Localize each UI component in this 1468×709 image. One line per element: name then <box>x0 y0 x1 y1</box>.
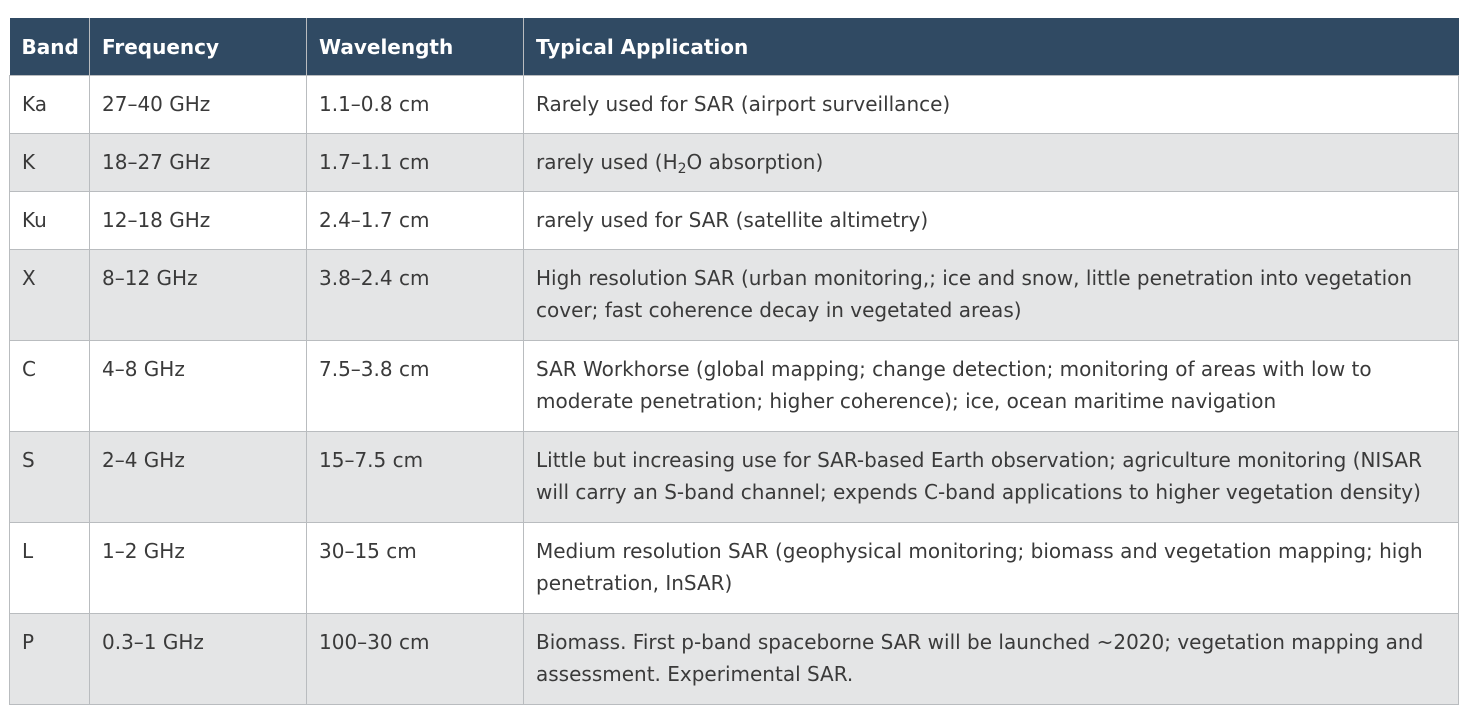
cell-application: SAR Workhorse (global mapping; change de… <box>523 340 1459 432</box>
cell-frequency: 12–18 GHz <box>89 191 307 250</box>
cell-band: Ka <box>9 75 90 134</box>
cell-application: Little but increasing use for SAR-based … <box>523 431 1459 523</box>
cell-frequency: 4–8 GHz <box>89 340 307 432</box>
table-row-l: L 1–2 GHz 30–15 cm Medium resolution SAR… <box>9 522 1459 614</box>
cell-frequency: 0.3–1 GHz <box>89 613 307 705</box>
cell-wavelength: 1.1–0.8 cm <box>306 75 524 134</box>
application-text-pre: rarely used (H <box>536 150 678 174</box>
cell-band: K <box>9 133 90 192</box>
header-typical-application: Typical Application <box>523 18 1459 76</box>
cell-band: X <box>9 249 90 341</box>
application-text-post: O absorption) <box>686 150 824 174</box>
cell-application: High resolution SAR (urban monitoring,; … <box>523 249 1459 341</box>
cell-frequency: 18–27 GHz <box>89 133 307 192</box>
cell-wavelength: 30–15 cm <box>306 522 524 614</box>
cell-frequency: 8–12 GHz <box>89 249 307 341</box>
header-wavelength: Wavelength <box>306 18 524 76</box>
cell-frequency: 1–2 GHz <box>89 522 307 614</box>
cell-application: Biomass. First p-band spaceborne SAR wil… <box>523 613 1459 705</box>
cell-band: S <box>9 431 90 523</box>
table-row-p: P 0.3–1 GHz 100–30 cm Biomass. First p-b… <box>9 613 1459 705</box>
cell-application: Medium resolution SAR (geophysical monit… <box>523 522 1459 614</box>
cell-band: C <box>9 340 90 432</box>
cell-application: rarely used (H2O absorption) <box>523 133 1459 192</box>
radar-band-table: Band Frequency Wavelength Typical Applic… <box>9 18 1459 705</box>
cell-wavelength: 7.5–3.8 cm <box>306 340 524 432</box>
header-frequency: Frequency <box>89 18 307 76</box>
cell-application: rarely used for SAR (satellite altimetry… <box>523 191 1459 250</box>
cell-frequency: 2–4 GHz <box>89 431 307 523</box>
table-row-x: X 8–12 GHz 3.8–2.4 cm High resolution SA… <box>9 249 1459 341</box>
table-row-c: C 4–8 GHz 7.5–3.8 cm SAR Workhorse (glob… <box>9 340 1459 432</box>
cell-wavelength: 15–7.5 cm <box>306 431 524 523</box>
cell-band: P <box>9 613 90 705</box>
cell-band: Ku <box>9 191 90 250</box>
cell-frequency: 27–40 GHz <box>89 75 307 134</box>
cell-wavelength: 100–30 cm <box>306 613 524 705</box>
table-row-ka: Ka 27–40 GHz 1.1–0.8 cm Rarely used for … <box>9 75 1459 134</box>
table-header-row: Band Frequency Wavelength Typical Applic… <box>9 18 1459 76</box>
cell-wavelength: 2.4–1.7 cm <box>306 191 524 250</box>
application-subscript: 2 <box>677 161 687 177</box>
table-row-s: S 2–4 GHz 15–7.5 cm Little but increasin… <box>9 431 1459 523</box>
table-row-ku: Ku 12–18 GHz 2.4–1.7 cm rarely used for … <box>9 191 1459 250</box>
cell-application: Rarely used for SAR (airport surveillanc… <box>523 75 1459 134</box>
cell-wavelength: 1.7–1.1 cm <box>306 133 524 192</box>
cell-band: L <box>9 522 90 614</box>
header-band: Band <box>9 18 90 76</box>
table-row-k: K 18–27 GHz 1.7–1.1 cm rarely used (H2O … <box>9 133 1459 192</box>
cell-wavelength: 3.8–2.4 cm <box>306 249 524 341</box>
